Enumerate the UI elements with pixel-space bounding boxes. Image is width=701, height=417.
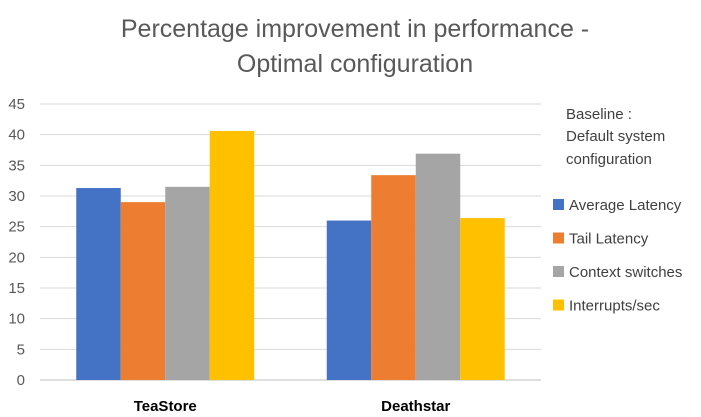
bar-teastore-tail-latency [120,202,166,380]
legend-label-interrupts-sec: Interrupts/sec [569,298,660,315]
note-line-2: Default system [566,128,665,145]
y-tick-label: 40 [8,127,25,144]
y-tick-label: 15 [8,280,25,297]
legend-swatch-context-switches [553,266,564,277]
chart-title-line-2: Optimal configuration [237,50,473,78]
note-line-3: configuration [566,151,652,168]
legend-swatch-tail-latency [553,232,564,244]
bar-deathstar-interrupts-sec [460,218,505,380]
y-tick-label: 0 [17,372,25,389]
y-tick-label: 30 [8,188,25,205]
bar-teastore-average-latency [76,188,121,380]
y-axis-ticks: 0 5 10 15 20 25 30 35 40 45 [8,96,25,389]
legend-label-tail-latency: Tail Latency [569,231,649,248]
y-tick-label: 20 [8,249,25,266]
chart-title-line-1: Percentage improvement in performance - [121,15,589,43]
bar-teastore-context-switches [165,186,210,380]
y-tick-label: 35 [8,157,25,174]
y-tick-label: 45 [8,96,25,113]
legend-label-average-latency: Average Latency [569,197,682,214]
bar-deathstar-tail-latency [371,175,416,380]
bar-deathstar-context-switches [415,153,461,380]
legend-label-context-switches: Context switches [569,264,682,281]
category-label-teastore: TeaStore [134,398,197,415]
baseline-note: Baseline : Default system configuration [566,106,665,168]
note-line-1: Baseline : [566,106,632,123]
x-axis-categories: TeaStore Deathstar [134,398,451,415]
bar-deathstar-average-latency [326,220,372,380]
y-tick-label: 10 [8,311,25,328]
bar-teastore-interrupts-sec [209,130,255,380]
legend-swatch-average-latency [553,199,564,210]
category-label-deathstar: Deathstar [381,398,450,415]
y-tick-label: 5 [17,341,25,358]
legend-swatch-interrupts-sec [553,299,564,311]
bars [76,130,505,380]
legend: Average Latency Tail Latency Context switc… [553,197,682,315]
y-tick-label: 25 [8,219,25,236]
